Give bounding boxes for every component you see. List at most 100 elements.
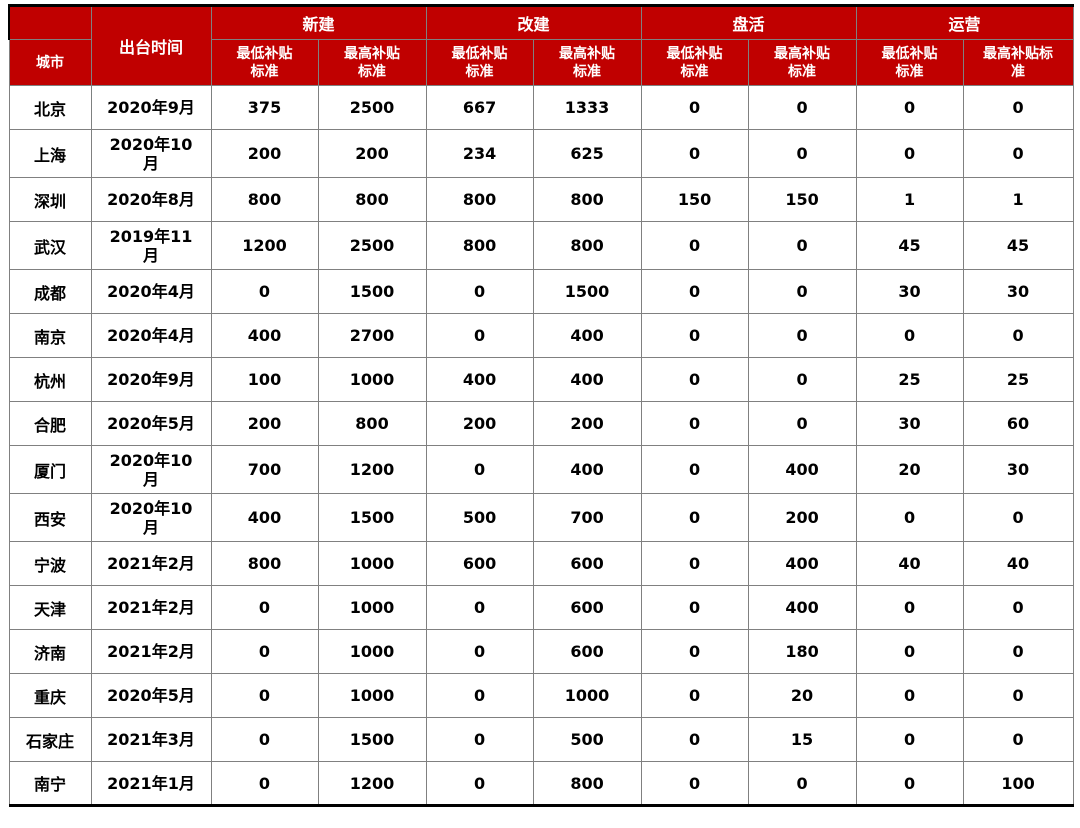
value-cell: 0 [425, 585, 534, 630]
value-cell: 0 [640, 269, 749, 314]
value-cell: 0 [210, 673, 319, 718]
value-cell: 0 [210, 761, 319, 806]
value-cell: 0 [747, 221, 857, 270]
value-cell: 600 [425, 541, 534, 586]
value-cell: 0 [962, 313, 1074, 358]
value-cell: 600 [532, 585, 642, 630]
value-cell: 0 [210, 585, 319, 630]
table-row: 深圳 2020年8月 800 800 800 800 150 150 1 1 [8, 177, 1074, 222]
table-row: 上海 2020年10 月 200 200 234 625 0 0 0 0 [8, 129, 1074, 178]
date-cell: 2020年9月 [90, 85, 212, 130]
value-cell: 200 [425, 401, 534, 446]
table-row: 武汉 2019年11 月 1200 2500 800 800 0 0 45 45 [8, 221, 1074, 270]
value-cell: 1000 [317, 541, 427, 586]
value-cell: 800 [532, 177, 642, 222]
value-cell: 30 [855, 269, 964, 314]
col-header-date: 出台时间 [90, 5, 212, 86]
value-cell: 500 [425, 493, 534, 542]
value-cell: 0 [425, 761, 534, 806]
value-cell: 0 [855, 629, 964, 674]
city-cell: 西安 [8, 493, 92, 542]
corner-cell [8, 4, 91, 40]
subsidy-table: 出台时间 新建 改建 盘活 运营 城市 最低补贴 标准 最高补贴 标准 最低补贴… [8, 4, 1074, 807]
date-cell: 2020年5月 [90, 401, 212, 446]
table-row: 合肥 2020年5月 200 800 200 200 0 0 30 60 [8, 401, 1074, 446]
value-cell: 0 [640, 85, 749, 130]
date-cell: 2020年9月 [90, 357, 212, 402]
value-cell: 30 [962, 269, 1074, 314]
value-cell: 60 [962, 401, 1074, 446]
table-row: 南宁 2021年1月 0 1200 0 800 0 0 0 100 [8, 761, 1074, 806]
value-cell: 0 [962, 493, 1074, 542]
value-cell: 400 [210, 493, 319, 542]
city-cell: 武汉 [8, 221, 92, 270]
sub-header-max-renovation: 最高补贴 标准 [532, 39, 642, 86]
value-cell: 800 [210, 541, 319, 586]
city-cell: 宁波 [8, 541, 92, 586]
value-cell: 0 [962, 129, 1074, 178]
value-cell: 2500 [317, 221, 427, 270]
value-cell: 1000 [532, 673, 642, 718]
value-cell: 0 [747, 761, 857, 806]
value-cell: 0 [210, 717, 319, 762]
value-cell: 0 [210, 629, 319, 674]
value-cell: 20 [747, 673, 857, 718]
city-cell: 杭州 [8, 357, 92, 402]
sub-header-max-operation: 最高补贴标 准 [962, 39, 1074, 86]
value-cell: 1 [962, 177, 1074, 222]
value-cell: 1500 [317, 717, 427, 762]
value-cell: 40 [855, 541, 964, 586]
table-row: 宁波 2021年2月 800 1000 600 600 0 400 40 40 [8, 541, 1074, 586]
value-cell: 600 [532, 541, 642, 586]
value-cell: 0 [747, 129, 857, 178]
header-sub-row: 城市 最低补贴 标准 最高补贴 标准 最低补贴 标准 最高补贴 标准 最低补贴 … [8, 39, 1074, 86]
value-cell: 0 [747, 269, 857, 314]
value-cell: 0 [640, 629, 749, 674]
city-cell: 合肥 [8, 401, 92, 446]
sub-header-min-renovation: 最低补贴 标准 [425, 39, 534, 86]
value-cell: 25 [855, 357, 964, 402]
value-cell: 500 [532, 717, 642, 762]
value-cell: 0 [855, 493, 964, 542]
value-cell: 400 [210, 313, 319, 358]
city-cell: 北京 [8, 85, 92, 130]
value-cell: 0 [640, 673, 749, 718]
value-cell: 0 [640, 129, 749, 178]
value-cell: 0 [747, 401, 857, 446]
value-cell: 0 [640, 221, 749, 270]
value-cell: 0 [425, 717, 534, 762]
table-row: 南京 2020年4月 400 2700 0 400 0 0 0 0 [8, 313, 1074, 358]
value-cell: 400 [747, 585, 857, 630]
value-cell: 20 [855, 445, 964, 494]
value-cell: 0 [640, 357, 749, 402]
value-cell: 800 [317, 177, 427, 222]
value-cell: 625 [532, 129, 642, 178]
value-cell: 200 [317, 129, 427, 178]
value-cell: 30 [855, 401, 964, 446]
value-cell: 800 [210, 177, 319, 222]
value-cell: 0 [640, 585, 749, 630]
value-cell: 45 [962, 221, 1074, 270]
value-cell: 1200 [210, 221, 319, 270]
value-cell: 100 [962, 761, 1074, 806]
value-cell: 0 [640, 445, 749, 494]
value-cell: 0 [640, 761, 749, 806]
value-cell: 0 [747, 357, 857, 402]
value-cell: 400 [532, 313, 642, 358]
value-cell: 0 [640, 717, 749, 762]
date-cell: 2020年4月 [90, 269, 212, 314]
date-cell: 2020年10 月 [90, 129, 212, 178]
date-cell: 2020年8月 [90, 177, 212, 222]
value-cell: 667 [425, 85, 534, 130]
city-cell: 重庆 [8, 673, 92, 718]
table-row: 石家庄 2021年3月 0 1500 0 500 0 15 0 0 [8, 717, 1074, 762]
value-cell: 45 [855, 221, 964, 270]
date-cell: 2020年4月 [90, 313, 212, 358]
city-cell: 成都 [8, 269, 92, 314]
value-cell: 800 [425, 221, 534, 270]
value-cell: 0 [855, 717, 964, 762]
value-cell: 1000 [317, 673, 427, 718]
value-cell: 15 [747, 717, 857, 762]
sub-header-max-new: 最高补贴 标准 [317, 39, 427, 86]
value-cell: 100 [210, 357, 319, 402]
